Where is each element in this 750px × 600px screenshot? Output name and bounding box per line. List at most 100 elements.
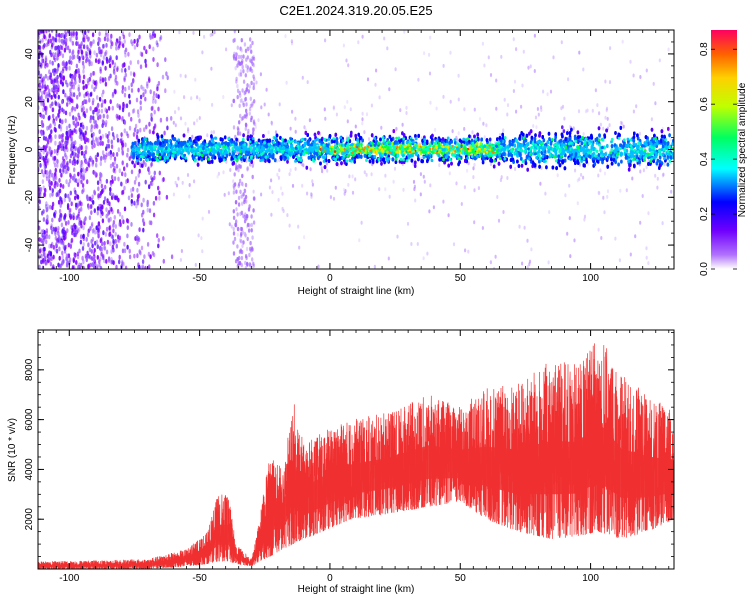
spectrogram-cell bbox=[114, 231, 117, 237]
spectrogram-cell bbox=[57, 112, 60, 118]
spectrogram-cell bbox=[38, 248, 42, 254]
spectrogram-cell bbox=[164, 57, 167, 62]
spectrogram-cell bbox=[115, 41, 118, 47]
spectrogram-cell bbox=[42, 33, 46, 39]
spectrogram-cell bbox=[121, 85, 125, 90]
spectrogram-cell bbox=[113, 156, 117, 162]
spectrogram-cell bbox=[634, 234, 637, 239]
spectrogram-cell bbox=[48, 115, 51, 120]
spectrogram-cell bbox=[540, 105, 543, 110]
spectrogram-cell bbox=[248, 204, 251, 209]
spectrogram-cell bbox=[45, 228, 49, 234]
spectrogram-cell bbox=[609, 46, 612, 51]
spectrogram-cell bbox=[276, 172, 279, 177]
spectrogram-cell bbox=[122, 261, 126, 267]
spectrogram-cell bbox=[621, 121, 624, 126]
spectrogram-cell bbox=[499, 178, 502, 183]
spectrogram-cell bbox=[120, 190, 124, 196]
spectrogram-cell bbox=[656, 176, 659, 181]
spectrogram-cell bbox=[184, 121, 187, 126]
spectrogram-cell bbox=[77, 171, 80, 177]
spectrogram-cell bbox=[222, 170, 225, 175]
spectrogram-cell bbox=[61, 254, 64, 260]
spectrogram-cell bbox=[107, 151, 111, 157]
spectrogram-cell bbox=[378, 95, 381, 100]
spectrogram-cell bbox=[82, 124, 85, 130]
spectrogram-cell bbox=[67, 253, 71, 259]
spectrogram-cell bbox=[98, 114, 102, 120]
spectrogram-cell bbox=[87, 30, 90, 34]
spectrogram-cell bbox=[38, 82, 41, 88]
spectrogram-cell bbox=[506, 103, 510, 108]
spectrogram-cell bbox=[245, 57, 248, 62]
spectrogram-cell bbox=[265, 87, 268, 92]
spectrogram-cell bbox=[354, 124, 357, 129]
spectrogram-cell bbox=[212, 130, 215, 135]
spectrogram-cell bbox=[239, 99, 242, 103]
spectrogram-cell bbox=[241, 183, 244, 187]
spectrogram-cell bbox=[57, 145, 61, 151]
spectrogram-cell bbox=[60, 33, 63, 38]
spectrogram-cell bbox=[121, 142, 125, 148]
spectrogram-cell bbox=[64, 193, 67, 199]
spectrogram-cell bbox=[184, 74, 187, 79]
spectrogram-cell bbox=[43, 234, 47, 240]
spectrogram-cell bbox=[237, 195, 241, 201]
spectrogram-cell bbox=[281, 191, 284, 196]
spectrogram-cell bbox=[59, 203, 62, 208]
spectrogram-cell bbox=[50, 44, 54, 50]
spectrogram-cell bbox=[123, 75, 126, 81]
spectrogram-cell bbox=[228, 222, 231, 227]
spectrogram-cell bbox=[137, 181, 141, 187]
spectrogram-cell bbox=[144, 89, 147, 94]
spectrogram-cell bbox=[104, 65, 107, 71]
spectrogram-cell bbox=[91, 228, 95, 234]
spectrogram-cell bbox=[639, 169, 642, 174]
spectrogram-cell bbox=[63, 39, 66, 44]
spectrogram-cell bbox=[324, 116, 327, 121]
spectrogram-cell bbox=[166, 75, 169, 81]
spectrogram-cell bbox=[270, 120, 273, 125]
spectrogram-cell bbox=[66, 228, 69, 234]
spectrogram-cell bbox=[90, 210, 93, 216]
spectrogram-cell bbox=[405, 105, 408, 110]
spectrogram-cell bbox=[288, 172, 291, 177]
spectrogram-cell bbox=[656, 185, 659, 190]
spectrogram-cell bbox=[438, 163, 441, 168]
spectrogram-cell bbox=[152, 31, 155, 36]
spectrogram-cell bbox=[240, 38, 243, 43]
spectrogram-cell bbox=[288, 223, 291, 228]
spectrogram-cell bbox=[121, 215, 124, 220]
spectrogram-cell bbox=[562, 129, 566, 134]
spectrogram-cell bbox=[58, 37, 61, 43]
spectrogram-cell bbox=[237, 226, 240, 232]
spectrogram-cell bbox=[137, 87, 140, 93]
spectrogram-cell bbox=[58, 124, 61, 129]
spectrogram-cell bbox=[249, 162, 252, 167]
spectrogram-cell bbox=[534, 115, 538, 120]
spectrogram-cell bbox=[63, 62, 66, 67]
spectrogram-cell bbox=[157, 185, 160, 191]
spectrogram-cell bbox=[255, 80, 258, 85]
spectrogram-cell bbox=[495, 106, 498, 111]
spectrogram-cell bbox=[50, 149, 53, 155]
spectrogram-cell bbox=[244, 265, 248, 269]
spectrogram-cell bbox=[64, 118, 67, 124]
spectrogram-cell bbox=[57, 45, 60, 50]
spectrogram-cell bbox=[128, 248, 131, 254]
spectrogram-cell bbox=[526, 238, 529, 243]
spectrogram-cell bbox=[306, 191, 309, 196]
spectrogram-cell bbox=[240, 263, 243, 268]
spectrogram-cell bbox=[600, 236, 603, 240]
spectrogram-cell bbox=[62, 75, 65, 81]
spectrogram-cell bbox=[105, 178, 109, 184]
spectrogram-cell bbox=[586, 108, 589, 113]
spectrogram-cell bbox=[321, 169, 324, 174]
spectrogram-cell bbox=[324, 38, 327, 43]
spectrogram-cell bbox=[147, 166, 150, 171]
spectrogram-cell bbox=[92, 264, 96, 269]
spectrogram-cell bbox=[152, 95, 155, 101]
spectrogram-cell bbox=[97, 186, 100, 192]
spectrogram-cell bbox=[64, 169, 68, 175]
spectrogram-cell bbox=[82, 259, 85, 265]
